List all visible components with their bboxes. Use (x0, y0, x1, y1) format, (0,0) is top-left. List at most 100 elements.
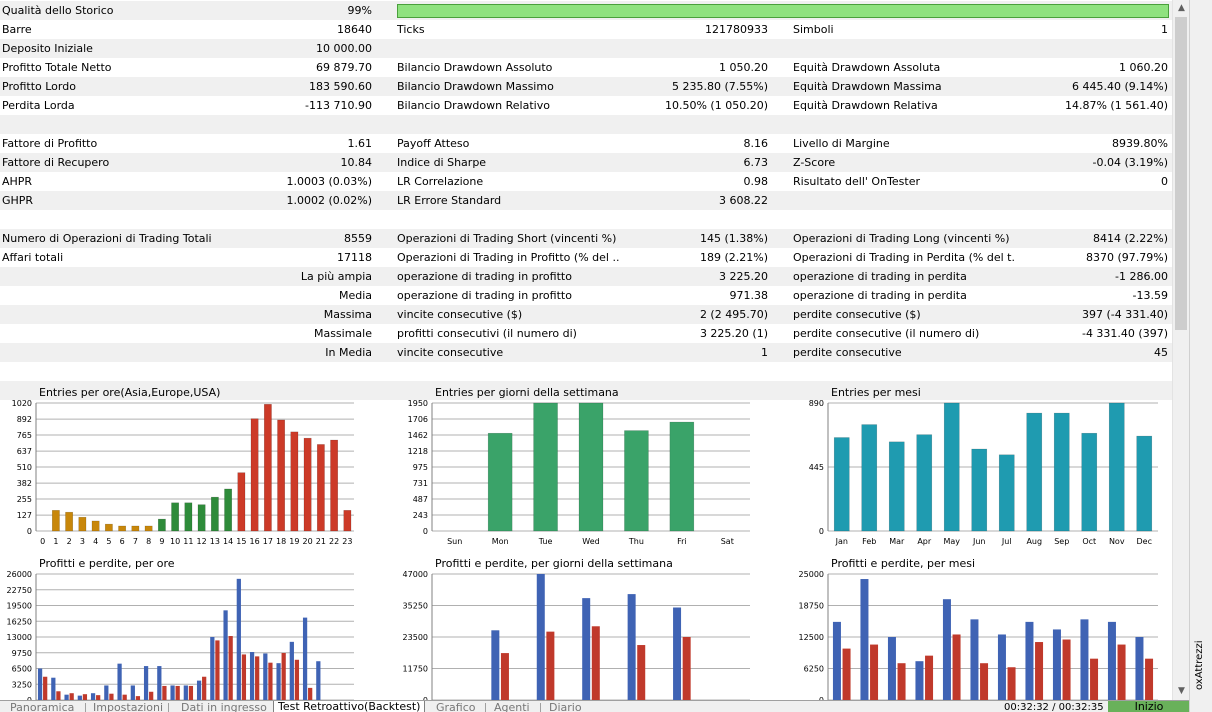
bar (303, 437, 312, 532)
y-tick-label: 127 (17, 511, 32, 520)
y-tick-label: 0 (27, 527, 32, 536)
report-row: Profitto Totale Netto 69 879.70 Bilancio D… (0, 58, 1172, 77)
bar (998, 454, 1015, 532)
stat-group-label: La più ampia (300, 270, 372, 283)
scroll-up-icon[interactable]: ▲ (1178, 3, 1185, 13)
bar (860, 579, 869, 700)
bar (130, 685, 135, 700)
y-tick-label: 25000 (799, 570, 824, 579)
y-tick-label: 6250 (804, 665, 824, 674)
y-tick-label: 1950 (408, 399, 428, 408)
bar (925, 655, 934, 700)
bar (970, 619, 979, 700)
start-button[interactable]: Inizio (1108, 701, 1189, 712)
x-tick-label: 6 (120, 537, 125, 546)
tab-overview[interactable]: Panoramica (10, 701, 75, 712)
stat-value: 1.0003 (0.03%) (286, 175, 372, 188)
entries-per-hour-chart: 0 127 255 382 510 637 765 892 1020 0 1 2 3 4 5 6 7 8 9 10 11… (6, 386, 356, 551)
elapsed-time: 00:32:32 / 00:32:35 (1004, 702, 1104, 712)
x-tick-label: 19 (289, 537, 299, 546)
bar (77, 695, 82, 700)
y-tick-label: 35250 (403, 602, 428, 611)
bar (1062, 639, 1071, 700)
bar (184, 502, 193, 532)
tab-settings[interactable]: Impostazioni (93, 701, 164, 712)
tab-backtest[interactable]: Test Retroattivo(Backtest) (273, 701, 426, 712)
bar (143, 666, 149, 700)
report-row (0, 381, 1172, 400)
bar (268, 662, 273, 700)
bar (64, 694, 69, 700)
bar (263, 404, 272, 532)
toolbox-label[interactable]: oxAttrezzi (1194, 640, 1205, 690)
stat-value: 1 (761, 346, 768, 359)
chart-plot: 06250125001875025000 (799, 570, 1158, 705)
stat-value: 17118 (337, 251, 372, 264)
bar (109, 693, 114, 700)
x-tick-label: 18 (276, 537, 286, 546)
stat-value: 10 000.00 (316, 42, 372, 55)
stat-label: GHPR (2, 194, 34, 207)
bar (500, 653, 509, 700)
x-tick-label: Sat (721, 537, 734, 546)
bar (1108, 402, 1125, 532)
bar (491, 630, 500, 700)
scroll-thumb[interactable] (1175, 17, 1187, 330)
bar (861, 424, 878, 532)
pnl-per-month-chart: 06250125001875025000 Profitti e perdite,… (798, 557, 1160, 705)
bar (90, 693, 96, 700)
y-tick-label: 23500 (403, 633, 428, 642)
scroll-down-icon[interactable]: ▼ (1178, 686, 1185, 696)
tester-tab-bar: Panoramica Impostazioni Dati in ingresso… (0, 700, 1189, 712)
stat-label: perdite consecutive (il numero di) (793, 327, 980, 340)
bar (591, 626, 600, 700)
y-tick-label: 243 (413, 511, 428, 520)
y-tick-label: 487 (413, 495, 428, 504)
x-tick-label: Tue (538, 537, 553, 546)
bar (916, 434, 933, 532)
stat-value: 10.84 (340, 156, 373, 169)
stat-value: 5 235.80 (7.55%) (671, 80, 768, 93)
stat-value: 45 (1154, 346, 1168, 359)
bar (157, 666, 162, 700)
vertical-scrollbar[interactable]: ▲ ▼ (1172, 0, 1189, 700)
bar (117, 663, 122, 700)
y-tick-label: 0 (819, 527, 824, 536)
x-tick-label: 12 (197, 537, 207, 546)
tab-journal[interactable]: Diario (549, 701, 582, 712)
x-tick-label: Apr (917, 537, 932, 546)
toolbox-side-panel[interactable]: oxAttrezzi (1189, 0, 1212, 712)
bar (65, 511, 74, 532)
report-row: Perdita Lorda -113 710.90 Bilancio Drawdow… (0, 96, 1172, 115)
x-tick-label: 3 (80, 537, 85, 546)
x-tick-label: 4 (93, 537, 98, 546)
report-row: GHPR 1.0002 (0.02%) LR Errore Standard 3 60… (0, 191, 1172, 210)
bar (82, 694, 88, 700)
y-tick-label: 6500 (12, 665, 32, 674)
bar (210, 637, 215, 700)
bar (202, 676, 207, 700)
bar (250, 418, 259, 532)
bar (131, 525, 140, 532)
y-tick-label: 765 (17, 431, 32, 440)
x-tick-label: 10 (170, 537, 180, 546)
chart-title: Entries per ore(Asia,Europe,USA) (39, 386, 221, 399)
tab-input-data[interactable]: Dati in ingresso (181, 701, 267, 712)
tab-chart[interactable]: Grafico (436, 701, 476, 712)
stat-label: Livello di Margine (793, 137, 890, 150)
x-tick-label: Oct (1082, 537, 1096, 546)
x-tick-label: 14 (223, 537, 233, 546)
stat-label: Indice di Sharpe (397, 156, 487, 169)
bar (276, 663, 281, 700)
y-tick-label: 0 (423, 527, 428, 536)
stat-label: AHPR (2, 175, 33, 188)
bar (237, 472, 246, 532)
bar (1025, 621, 1034, 700)
bar (330, 439, 339, 532)
x-tick-label: Jul (1001, 537, 1012, 546)
bar (980, 663, 989, 700)
stat-value: 0 (1161, 175, 1168, 188)
tab-agents[interactable]: Agenti (494, 701, 530, 712)
y-tick-label: 9750 (12, 649, 32, 658)
chart-plot: 03250650097501300016250195002275026000 (7, 570, 354, 705)
